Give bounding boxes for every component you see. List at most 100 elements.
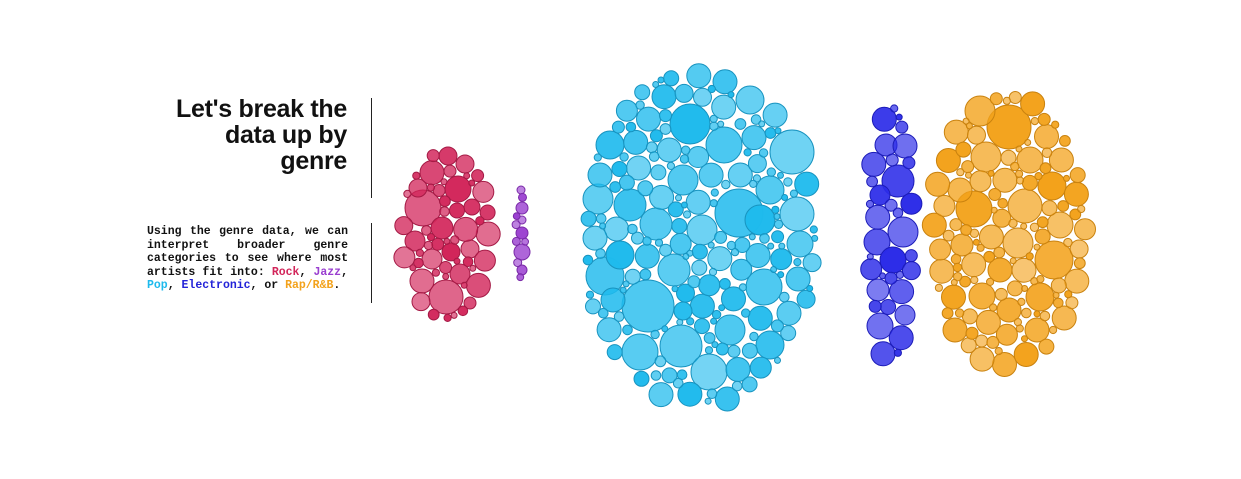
rock-artist-bubble[interactable]: [450, 311, 458, 319]
electronic-artist-bubble[interactable]: [866, 312, 894, 340]
pop-artist-bubble[interactable]: [659, 123, 672, 135]
pop-artist-bubble[interactable]: [619, 286, 627, 294]
rap-artist-bubble[interactable]: [989, 92, 1003, 106]
pop-artist-bubble[interactable]: [599, 222, 607, 230]
rock-artist-bubble[interactable]: [463, 296, 477, 310]
rock-artist-bubble[interactable]: [462, 256, 474, 268]
rock-artist-bubble[interactable]: [449, 263, 471, 285]
pop-artist-bubble[interactable]: [685, 189, 711, 215]
rock-artist-bubble[interactable]: [415, 248, 424, 257]
rap-artist-bubble[interactable]: [1033, 243, 1041, 251]
rap-artist-bubble[interactable]: [1036, 216, 1049, 229]
pop-artist-bubble[interactable]: [636, 106, 661, 132]
rap-artist-bubble[interactable]: [956, 168, 965, 177]
pop-artist-bubble[interactable]: [770, 266, 778, 273]
electronic-artist-bubble[interactable]: [889, 279, 915, 305]
rap-artist-bubble[interactable]: [1039, 162, 1052, 175]
rap-artist-bubble[interactable]: [987, 169, 995, 177]
rap-artist-bubble[interactable]: [960, 337, 977, 354]
pop-artist-bubble[interactable]: [707, 84, 716, 94]
pop-artist-bubble[interactable]: [652, 81, 660, 88]
rap-artist-bubble[interactable]: [996, 297, 1022, 323]
rap-artist-bubble[interactable]: [1025, 282, 1055, 312]
jazz-artist-bubble[interactable]: [513, 258, 523, 268]
pop-artist-bubble[interactable]: [709, 121, 719, 131]
pop-artist-bubble[interactable]: [734, 118, 747, 130]
electronic-artist-bubble[interactable]: [894, 304, 916, 326]
pop-artist-bubble[interactable]: [686, 214, 718, 246]
rock-artist-bubble[interactable]: [432, 184, 446, 197]
electronic-artist-bubble[interactable]: [884, 198, 898, 212]
jazz-artist-bubble[interactable]: [515, 201, 529, 215]
rap-artist-bubble[interactable]: [1007, 188, 1043, 224]
rock-artist-bubble[interactable]: [426, 233, 436, 242]
pop-artist-bubble[interactable]: [619, 152, 629, 162]
pop-artist-bubble[interactable]: [703, 332, 716, 344]
rock-artist-bubble[interactable]: [463, 198, 481, 216]
rap-artist-bubble[interactable]: [964, 95, 996, 127]
pop-artist-bubble[interactable]: [793, 258, 802, 267]
rap-artist-bubble[interactable]: [1063, 237, 1073, 248]
pop-artist-bubble[interactable]: [785, 266, 811, 292]
electronic-artist-bubble[interactable]: [884, 271, 898, 285]
rock-artist-bubble[interactable]: [472, 180, 495, 203]
pop-artist-bubble[interactable]: [706, 388, 718, 400]
pop-artist-bubble[interactable]: [582, 183, 614, 215]
pop-artist-bubble[interactable]: [752, 174, 762, 183]
pop-artist-bubble[interactable]: [659, 243, 673, 257]
rap-artist-bubble[interactable]: [965, 122, 973, 130]
pop-artist-bubble[interactable]: [613, 311, 625, 322]
pop-artist-bubble[interactable]: [711, 341, 719, 349]
jazz-artist-bubble[interactable]: [516, 273, 525, 282]
rock-artist-bubble[interactable]: [439, 195, 451, 208]
pop-artist-bubble[interactable]: [651, 84, 677, 110]
electronic-artist-bubble[interactable]: [887, 216, 919, 248]
pop-artist-bubble[interactable]: [622, 280, 630, 288]
rap-artist-bubble[interactable]: [1074, 218, 1096, 241]
pop-artist-bubble[interactable]: [780, 325, 797, 342]
rap-artist-bubble[interactable]: [1008, 91, 1022, 104]
pop-artist-bubble[interactable]: [582, 254, 594, 266]
pop-artist-bubble[interactable]: [611, 161, 628, 177]
pop-artist-bubble[interactable]: [712, 69, 738, 95]
pop-artist-bubble[interactable]: [762, 102, 788, 128]
pop-artist-bubble[interactable]: [783, 177, 793, 187]
pop-artist-bubble[interactable]: [671, 218, 688, 234]
rock-artist-bubble[interactable]: [457, 305, 469, 317]
rap-artist-bubble[interactable]: [1002, 96, 1012, 105]
pop-artist-bubble[interactable]: [673, 301, 693, 321]
pop-artist-bubble[interactable]: [621, 333, 659, 371]
pop-artist-bubble[interactable]: [731, 380, 743, 392]
electronic-artist-bubble[interactable]: [885, 153, 899, 167]
pop-artist-bubble[interactable]: [593, 153, 602, 162]
rock-artist-bubble[interactable]: [439, 261, 453, 274]
pop-artist-bubble[interactable]: [781, 194, 789, 201]
rap-artist-bubble[interactable]: [933, 194, 956, 217]
jazz-artist-bubble[interactable]: [515, 226, 529, 240]
rock-artist-bubble[interactable]: [426, 149, 440, 163]
rap-artist-bubble[interactable]: [1016, 146, 1044, 174]
rap-artist-bubble[interactable]: [921, 212, 947, 238]
electronic-artist-bubble[interactable]: [865, 204, 891, 230]
pop-artist-bubble[interactable]: [671, 285, 679, 293]
pop-artist-bubble[interactable]: [707, 246, 733, 272]
pop-artist-bubble[interactable]: [611, 120, 625, 134]
rap-artist-bubble[interactable]: [934, 283, 944, 292]
rap-artist-bubble[interactable]: [994, 347, 1003, 356]
rap-artist-bubble[interactable]: [997, 198, 1009, 209]
pop-artist-bubble[interactable]: [758, 148, 769, 158]
pop-artist-bubble[interactable]: [587, 162, 613, 188]
rap-artist-bubble[interactable]: [1041, 147, 1053, 158]
rap-artist-bubble[interactable]: [1077, 204, 1086, 214]
pop-artist-bubble[interactable]: [669, 103, 711, 145]
pop-artist-bubble[interactable]: [676, 369, 688, 381]
pop-artist-bubble[interactable]: [778, 242, 786, 250]
rap-artist-bubble[interactable]: [969, 228, 980, 239]
rap-artist-bubble[interactable]: [1037, 171, 1067, 201]
rock-artist-bubble[interactable]: [443, 164, 457, 178]
electronic-artist-bubble[interactable]: [895, 113, 903, 121]
rock-artist-bubble[interactable]: [423, 240, 434, 251]
electronic-artist-bubble[interactable]: [871, 106, 897, 132]
pop-artist-bubble[interactable]: [773, 219, 784, 230]
pop-artist-bubble[interactable]: [654, 355, 667, 368]
